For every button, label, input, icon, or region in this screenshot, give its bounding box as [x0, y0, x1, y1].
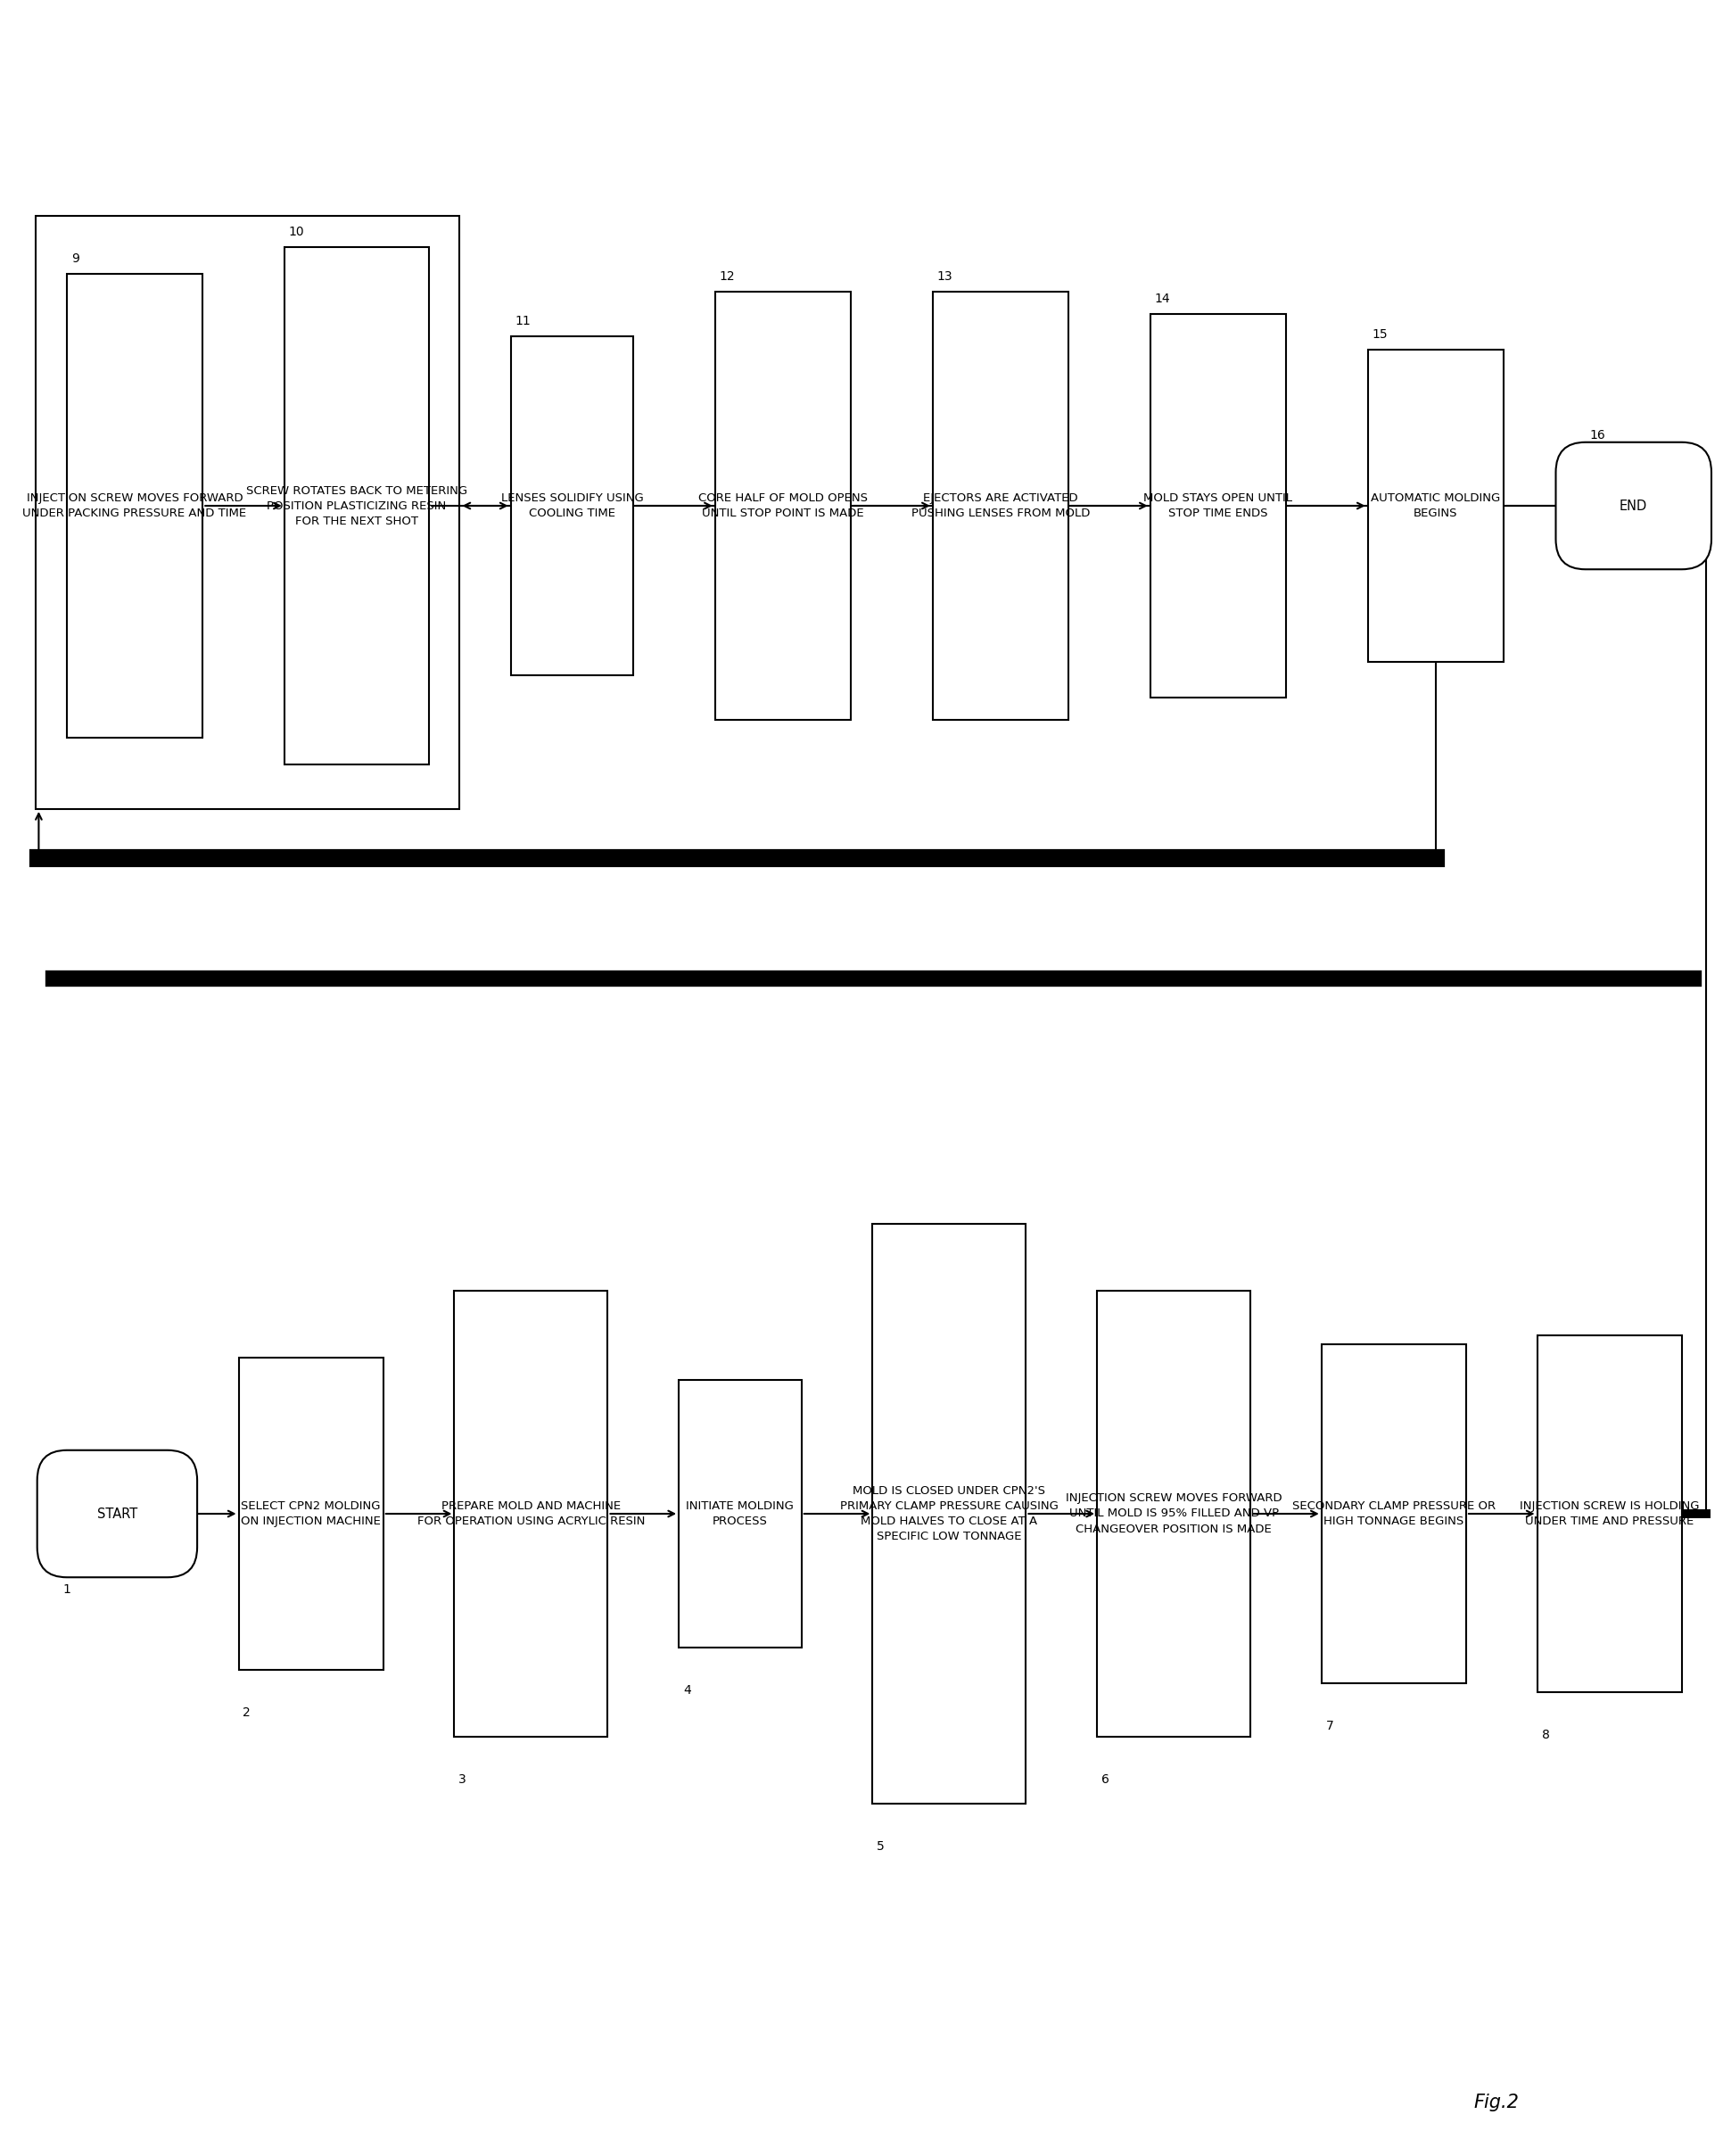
Text: SCREW ROTATES BACK TO METERING
POSITION PLASTICIZING RESIN
FOR THE NEXT SHOT: SCREW ROTATES BACK TO METERING POSITION …	[246, 485, 467, 526]
Text: Fig.2: Fig.2	[1473, 2093, 1520, 2111]
Text: INJECTION SCREW MOVES FORWARD
UNDER PACKING PRESSURE AND TIME: INJECTION SCREW MOVES FORWARD UNDER PACK…	[22, 492, 246, 520]
Text: SELECT CPN2 MOLDING
ON INJECTION MACHINE: SELECT CPN2 MOLDING ON INJECTION MACHINE	[241, 1501, 381, 1526]
Text: MOLD IS CLOSED UNDER CPN2'S
PRIMARY CLAMP PRESSURE CAUSING
MOLD HALVES TO CLOSE : MOLD IS CLOSED UNDER CPN2'S PRIMARY CLAM…	[841, 1485, 1058, 1542]
Text: EJECTORS ARE ACTIVATED
PUSHING LENSES FROM MOLD: EJECTORS ARE ACTIVATED PUSHING LENSES FR…	[911, 492, 1091, 520]
Text: 9: 9	[71, 252, 79, 265]
Text: 16: 16	[1590, 429, 1606, 442]
Text: 10: 10	[289, 226, 305, 237]
FancyBboxPatch shape	[1556, 442, 1711, 569]
Text: CORE HALF OF MOLD OPENS
UNTIL STOP POINT IS MADE: CORE HALF OF MOLD OPENS UNTIL STOP POINT…	[698, 492, 868, 520]
Text: 12: 12	[720, 270, 736, 282]
Text: 8: 8	[1542, 1729, 1549, 1742]
Text: 6: 6	[1101, 1774, 1110, 1785]
Text: SECONDARY CLAMP PRESSURE OR
HIGH TONNAGE BEGINS: SECONDARY CLAMP PRESSURE OR HIGH TONNAGE…	[1292, 1501, 1496, 1526]
Text: LENSES SOLIDIFY USING
COOLING TIME: LENSES SOLIDIFY USING COOLING TIME	[501, 492, 643, 520]
Bar	[1537, 1335, 1682, 1692]
Bar	[67, 274, 203, 737]
Text: 7: 7	[1325, 1720, 1334, 1731]
Text: 15: 15	[1372, 328, 1389, 341]
Text: PREPARE MOLD AND MACHINE
FOR OPERATION USING ACRYLIC RESIN: PREPARE MOLD AND MACHINE FOR OPERATION U…	[417, 1501, 644, 1526]
Bar	[455, 1291, 608, 1738]
Bar	[1151, 315, 1285, 699]
Bar	[1368, 349, 1504, 662]
Bar	[1098, 1291, 1251, 1738]
Bar	[715, 291, 851, 720]
Bar	[1322, 1345, 1466, 1684]
Text: 5: 5	[877, 1841, 884, 1852]
Text: AUTOMATIC MOLDING
BEGINS: AUTOMATIC MOLDING BEGINS	[1372, 492, 1501, 520]
Text: INITIATE MOLDING
PROCESS: INITIATE MOLDING PROCESS	[686, 1501, 794, 1526]
Text: 2: 2	[243, 1705, 252, 1718]
Text: 4: 4	[682, 1684, 691, 1697]
Text: START: START	[96, 1507, 138, 1520]
Text: INJECTION SCREW IS HOLDING
UNDER TIME AND PRESSURE: INJECTION SCREW IS HOLDING UNDER TIME AN…	[1520, 1501, 1699, 1526]
Bar	[872, 1225, 1025, 1805]
Text: 1: 1	[62, 1585, 71, 1595]
Bar	[284, 248, 429, 765]
Text: 11: 11	[515, 315, 531, 328]
Bar	[932, 291, 1068, 720]
Text: 3: 3	[458, 1774, 467, 1785]
Bar	[238, 1358, 383, 1671]
FancyBboxPatch shape	[38, 1451, 196, 1578]
Text: MOLD STAYS OPEN UNTIL
STOP TIME ENDS: MOLD STAYS OPEN UNTIL STOP TIME ENDS	[1144, 492, 1292, 520]
Bar	[679, 1380, 801, 1647]
Text: 13: 13	[937, 270, 953, 282]
Text: INJECTION SCREW MOVES FORWARD
UNTIL MOLD IS 95% FILLED AND VP
CHANGEOVER POSITIO: INJECTION SCREW MOVES FORWARD UNTIL MOLD…	[1065, 1492, 1282, 1535]
Text: 14: 14	[1154, 293, 1170, 304]
Bar	[36, 216, 460, 809]
Bar	[510, 336, 634, 675]
Text: END: END	[1620, 498, 1647, 513]
